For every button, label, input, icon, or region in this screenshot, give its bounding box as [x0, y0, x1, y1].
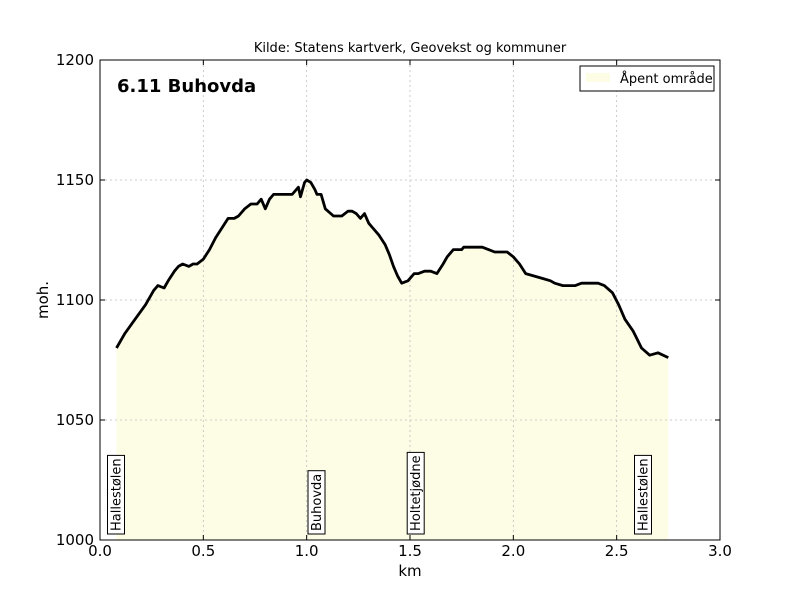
place-label-box — [634, 454, 652, 535]
y-tick-label: 1200 — [56, 51, 94, 69]
x-axis-label: km — [398, 562, 421, 580]
place-label-text: Hallestølen — [637, 458, 652, 531]
x-tick-label: 0.0 — [88, 542, 112, 560]
route-title: 6.11 Buhovda — [117, 76, 256, 97]
place-label: Holtetjødne — [406, 451, 425, 535]
chart-title: Kilde: Statens kartverk, Geovekst og kom… — [254, 41, 567, 56]
area-fill-layer — [116, 180, 669, 540]
y-tick-label: 1050 — [56, 411, 94, 429]
place-label-box — [107, 454, 125, 535]
legend: Åpent område — [579, 65, 715, 92]
place-label-text: Hallestølen — [110, 458, 125, 531]
x-tick-label: 1.0 — [295, 542, 319, 560]
legend-swatch — [586, 73, 610, 82]
legend-box — [579, 65, 715, 92]
legend-label: Åpent område — [620, 71, 713, 87]
x-tick-label: 0.5 — [191, 542, 215, 560]
y-tick-label: 1000 — [56, 531, 94, 549]
place-labels-layer: Hallestølen Buhovda Holtetjødne Hallestølen — [107, 451, 652, 535]
area-fill — [116, 180, 669, 540]
y-tick-label: 1150 — [56, 171, 94, 189]
place-label-text: Holtetjødne — [409, 455, 424, 531]
y-tick-label: 1100 — [56, 291, 94, 309]
place-label: Buhovda — [307, 470, 326, 535]
y-axis-label: moh. — [34, 281, 52, 319]
x-tick-label: 2.0 — [501, 542, 525, 560]
elevation-line — [115, 178, 669, 359]
place-label-box — [406, 451, 425, 535]
place-label: Hallestølen — [634, 454, 652, 535]
series-line-layer — [115, 178, 669, 359]
axis-ticks-layer: 0.0 0.5 1.0 1.5 2.0 2.5 3.0 1000 1050 1100 1150 120… — [56, 51, 732, 560]
place-label-text: Buhovda — [310, 474, 325, 531]
place-label: Hallestølen — [107, 454, 125, 535]
x-tick-label: 3.0 — [708, 542, 732, 560]
place-label-box — [307, 470, 326, 535]
x-tick-label: 2.5 — [605, 542, 629, 560]
x-tick-label: 1.5 — [398, 542, 422, 560]
